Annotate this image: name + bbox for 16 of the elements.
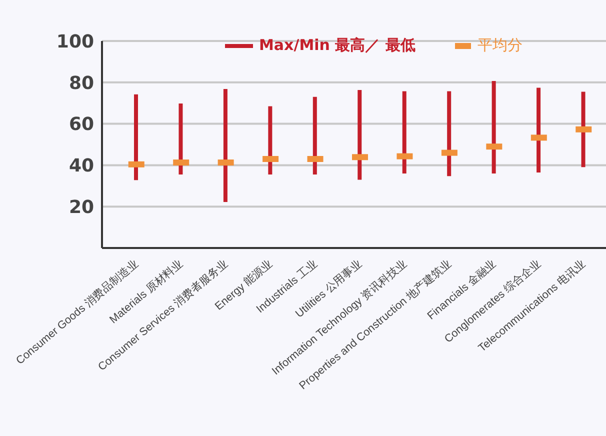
legend-label: Max/Min 最高／ 最低 [258, 36, 416, 55]
bar [402, 91, 406, 174]
y-tick-label: 80 [68, 72, 94, 94]
bar [223, 89, 228, 202]
bar [447, 91, 452, 176]
y-tick-label: 100 [56, 31, 94, 52]
y-tick-label: 60 [68, 114, 94, 136]
bar [581, 92, 586, 168]
bar [536, 88, 541, 172]
bar [492, 80, 496, 174]
bar [178, 104, 183, 175]
bar [134, 94, 138, 180]
legend-label: 平均分 [476, 36, 522, 55]
y-tick-label: 40 [68, 156, 94, 177]
y-tick-label: 20 [68, 196, 94, 218]
bar [358, 90, 362, 180]
